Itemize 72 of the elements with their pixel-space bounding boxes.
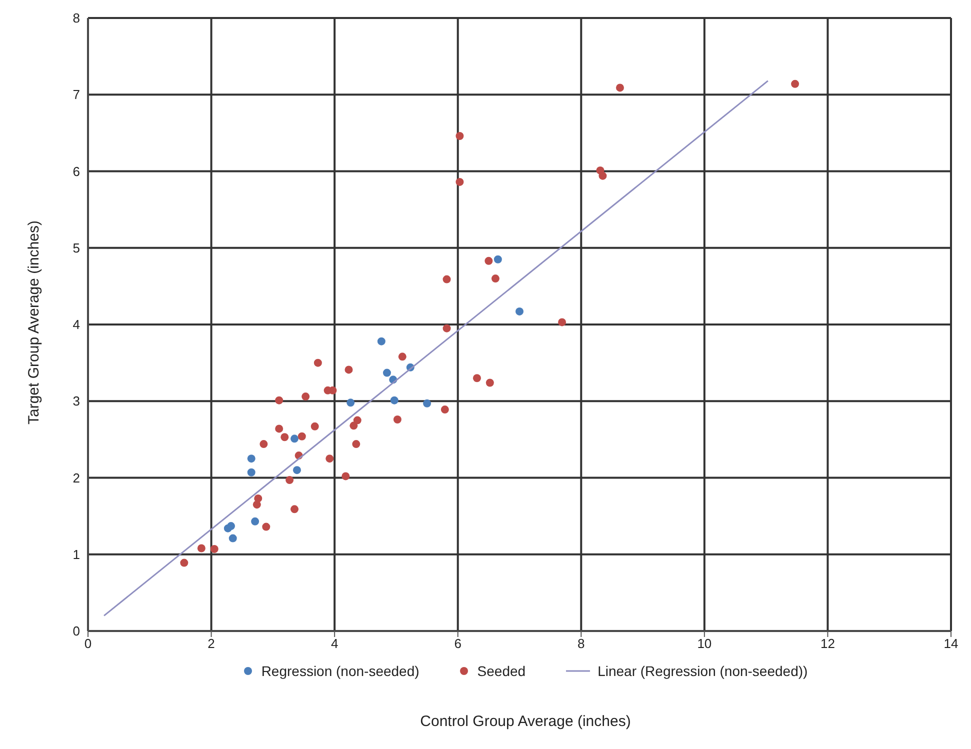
x-tick-label: 12 [820, 636, 835, 652]
x-axis-title: Control Group Average (inches) [419, 713, 632, 730]
point [456, 132, 464, 140]
point [516, 307, 524, 316]
point [251, 517, 260, 526]
point [484, 256, 493, 265]
point [262, 522, 270, 531]
y-tick-label: 1 [72, 546, 80, 562]
point [442, 275, 451, 284]
x-tick-label: 6 [454, 636, 462, 652]
y-tick-label: 0 [72, 624, 80, 639]
point [377, 337, 386, 346]
x-tick-label: 0 [84, 636, 92, 652]
point [290, 505, 299, 514]
point [260, 440, 268, 448]
point [440, 406, 449, 414]
point [423, 399, 432, 408]
point [442, 324, 451, 332]
point [558, 318, 566, 326]
legend-label: Linear (Regression (non-seeded)) [596, 663, 808, 679]
y-tick-label: 2 [72, 470, 80, 486]
x-tick-label: 4 [330, 636, 338, 652]
point [290, 434, 299, 443]
y-axis-title: Target Group Average (inches) [25, 220, 42, 424]
y-tick-label: 6 [72, 164, 80, 179]
point [616, 84, 624, 92]
x-tick-label: 2 [208, 636, 215, 652]
point [197, 544, 206, 552]
point [598, 172, 607, 180]
point [344, 366, 353, 374]
point [491, 274, 500, 283]
point [228, 534, 237, 542]
point [310, 422, 319, 430]
y-tick-label: 8 [72, 10, 80, 26]
point [791, 80, 800, 88]
point [275, 424, 284, 433]
y-tick-label: 4 [72, 317, 80, 332]
point [302, 392, 310, 401]
point [227, 522, 236, 530]
point [342, 472, 350, 480]
point [298, 432, 306, 440]
y-tick-label: 5 [72, 240, 80, 256]
x-tick-label: 8 [578, 636, 585, 652]
point [210, 545, 218, 554]
point [247, 454, 256, 463]
point [292, 466, 301, 474]
point [486, 378, 494, 387]
point [286, 476, 294, 484]
x-tick-label: 14 [944, 636, 958, 652]
point [252, 500, 261, 509]
x-tick-label: 10 [697, 636, 712, 652]
legend-label: Seeded [476, 663, 526, 679]
point [346, 398, 355, 407]
point [456, 178, 464, 186]
point [393, 416, 402, 424]
y-tick-label: 3 [72, 394, 80, 409]
point [398, 352, 406, 361]
point [275, 396, 284, 404]
point [247, 468, 256, 476]
point [390, 396, 398, 404]
point [314, 358, 322, 367]
point [326, 454, 334, 463]
point [280, 433, 289, 442]
point [180, 558, 188, 567]
point [472, 374, 481, 382]
point [382, 368, 391, 377]
point [494, 255, 502, 264]
y-tick-label: 7 [72, 87, 80, 102]
point [352, 440, 360, 448]
point [350, 422, 358, 430]
point [353, 416, 362, 424]
legend-label: Regression (non-seeded) [260, 663, 420, 679]
